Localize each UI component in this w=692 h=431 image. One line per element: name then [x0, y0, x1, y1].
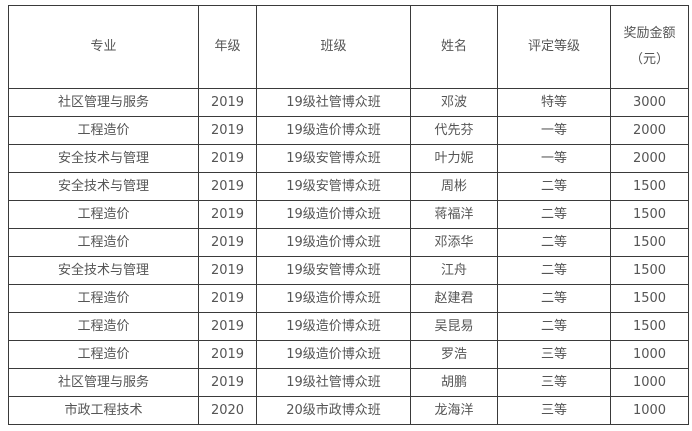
cell-amount: 1500 [610, 172, 689, 201]
cell-level: 三等 [497, 396, 611, 425]
cell-major: 工程造价 [8, 312, 199, 341]
table-row: 市政工程技术 2020 20级市政博众班 龙海洋 三等 1000 [8, 396, 689, 425]
cell-grade: 2019 [198, 340, 257, 369]
cell-amount: 2000 [610, 116, 689, 145]
cell-name: 江舟 [410, 256, 498, 285]
cell-major: 安全技术与管理 [8, 256, 199, 285]
header-level: 评定等级 [497, 5, 611, 89]
cell-level: 特等 [497, 88, 611, 117]
table-row: 工程造价 2019 19级造价博众班 代先芬 一等 2000 [8, 116, 689, 145]
cell-class: 19级安管博众班 [256, 256, 411, 285]
cell-major: 工程造价 [8, 228, 199, 257]
cell-amount: 1500 [610, 284, 689, 313]
cell-class: 19级造价博众班 [256, 284, 411, 313]
cell-major: 工程造价 [8, 340, 199, 369]
cell-name: 赵建君 [410, 284, 498, 313]
cell-major: 市政工程技术 [8, 396, 199, 425]
cell-major: 社区管理与服务 [8, 88, 199, 117]
cell-name: 罗浩 [410, 340, 498, 369]
cell-class: 19级造价博众班 [256, 340, 411, 369]
cell-level: 一等 [497, 116, 611, 145]
cell-major: 工程造价 [8, 116, 199, 145]
cell-grade: 2019 [198, 228, 257, 257]
cell-class: 19级造价博众班 [256, 228, 411, 257]
cell-level: 二等 [497, 172, 611, 201]
cell-class: 19级造价博众班 [256, 200, 411, 229]
cell-class: 19级造价博众班 [256, 116, 411, 145]
table-row: 工程造价 2019 19级造价博众班 邓添华 二等 1500 [8, 228, 689, 257]
cell-class: 19级造价博众班 [256, 312, 411, 341]
header-grade: 年级 [198, 5, 257, 89]
cell-amount: 1000 [610, 368, 689, 397]
cell-name: 邓添华 [410, 228, 498, 257]
cell-class: 19级社管博众班 [256, 88, 411, 117]
cell-amount: 1000 [610, 396, 689, 425]
cell-level: 二等 [497, 228, 611, 257]
header-row: 专业 年级 班级 姓名 评定等级 奖励金额 （元） [8, 5, 689, 89]
cell-major: 安全技术与管理 [8, 144, 199, 173]
cell-class: 19级安管博众班 [256, 144, 411, 173]
scholarship-table: 专业 年级 班级 姓名 评定等级 奖励金额 （元） 社区管理与服务 2019 19级… [8, 5, 689, 425]
cell-name: 周彬 [410, 172, 498, 201]
cell-grade: 2019 [198, 116, 257, 145]
cell-amount: 1500 [610, 312, 689, 341]
cell-grade: 2019 [198, 284, 257, 313]
table-row: 安全技术与管理 2019 19级安管博众班 江舟 二等 1500 [8, 256, 689, 285]
cell-name: 代先芬 [410, 116, 498, 145]
cell-name: 邓波 [410, 88, 498, 117]
cell-major: 社区管理与服务 [8, 368, 199, 397]
cell-grade: 2019 [198, 368, 257, 397]
cell-class: 20级市政博众班 [256, 396, 411, 425]
cell-level: 二等 [497, 256, 611, 285]
cell-grade: 2019 [198, 200, 257, 229]
table-row: 安全技术与管理 2019 19级安管博众班 周彬 二等 1500 [8, 172, 689, 201]
cell-grade: 2019 [198, 256, 257, 285]
cell-amount: 1000 [610, 340, 689, 369]
table-row: 工程造价 2019 19级造价博众班 罗浩 三等 1000 [8, 340, 689, 369]
cell-class: 19级安管博众班 [256, 172, 411, 201]
cell-amount: 1500 [610, 200, 689, 229]
cell-amount: 1500 [610, 228, 689, 257]
cell-grade: 2019 [198, 88, 257, 117]
cell-level: 三等 [497, 340, 611, 369]
header-amount-line1: 奖励金额 [623, 26, 676, 41]
cell-amount: 2000 [610, 144, 689, 173]
cell-level: 一等 [497, 144, 611, 173]
cell-grade: 2019 [198, 312, 257, 341]
cell-level: 二等 [497, 284, 611, 313]
cell-grade: 2019 [198, 144, 257, 173]
cell-name: 胡鹏 [410, 368, 498, 397]
header-name: 姓名 [410, 5, 498, 89]
header-amount-line2: （元） [629, 52, 669, 67]
cell-grade: 2020 [198, 396, 257, 425]
table-row: 安全技术与管理 2019 19级安管博众班 叶力妮 一等 2000 [8, 144, 689, 173]
cell-level: 二等 [497, 200, 611, 229]
cell-major: 工程造价 [8, 284, 199, 313]
cell-name: 叶力妮 [410, 144, 498, 173]
cell-grade: 2019 [198, 172, 257, 201]
header-class: 班级 [256, 5, 411, 89]
cell-class: 19级社管博众班 [256, 368, 411, 397]
cell-name: 蒋福洋 [410, 200, 498, 229]
cell-major: 安全技术与管理 [8, 172, 199, 201]
cell-level: 三等 [497, 368, 611, 397]
cell-amount: 1500 [610, 256, 689, 285]
table-row: 工程造价 2019 19级造价博众班 蒋福洋 二等 1500 [8, 200, 689, 229]
table-row: 工程造价 2019 19级造价博众班 赵建君 二等 1500 [8, 284, 689, 313]
table-row: 社区管理与服务 2019 19级社管博众班 邓波 特等 3000 [8, 88, 689, 117]
header-major: 专业 [8, 5, 199, 89]
cell-name: 龙海洋 [410, 396, 498, 425]
header-amount: 奖励金额 （元） [610, 5, 689, 89]
cell-major: 工程造价 [8, 200, 199, 229]
cell-name: 吴昆易 [410, 312, 498, 341]
cell-amount: 3000 [610, 88, 689, 117]
cell-level: 二等 [497, 312, 611, 341]
table-row: 社区管理与服务 2019 19级社管博众班 胡鹏 三等 1000 [8, 368, 689, 397]
table-row: 工程造价 2019 19级造价博众班 吴昆易 二等 1500 [8, 312, 689, 341]
